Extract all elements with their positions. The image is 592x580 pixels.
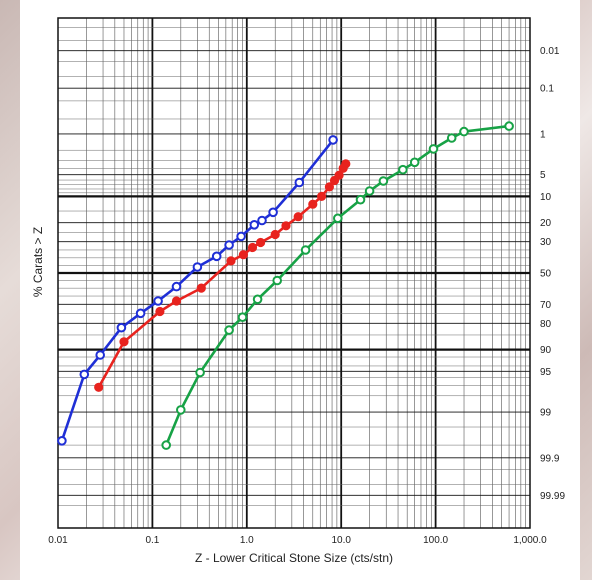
- data-point: [236, 231, 246, 242]
- data-point: [247, 242, 258, 253]
- data-point: [94, 382, 104, 392]
- data-point: [308, 199, 318, 209]
- x-tick-label: 0.01: [48, 535, 68, 546]
- chart-card: 0.01 0.1 1.0 10.0 100.0 1,000.0 0.01 0.1 1 5 10 20…: [20, 0, 580, 580]
- data-point: [224, 325, 234, 335]
- data-point: [153, 296, 163, 306]
- data-point: [293, 212, 303, 222]
- data-point: [364, 186, 375, 196]
- data-point: [176, 405, 186, 415]
- y-tick-label: 99.9: [540, 453, 560, 464]
- grid: [58, 18, 530, 528]
- data-point: [398, 164, 408, 175]
- y-tick-label: 0.1: [540, 84, 554, 95]
- chart: 0.01 0.1 1.0 10.0 100.0 1,000.0 0.01 0.1 1 5 10 20…: [31, 17, 565, 565]
- data-point: [57, 436, 67, 446]
- data-point: [317, 191, 327, 201]
- data-point: [249, 220, 260, 230]
- data-point: [300, 245, 311, 255]
- data-point: [281, 221, 291, 231]
- x-axis-title: Z - Lower Critical Stone Size (cts/stn): [195, 551, 393, 565]
- y-tick-label: 99.99: [540, 491, 565, 502]
- data-point: [257, 215, 267, 226]
- data-point: [446, 133, 457, 143]
- data-point: [333, 213, 343, 224]
- x-ticks: 0.01 0.1 1.0 10.0 100.0 1,000.0: [48, 535, 547, 546]
- data-point: [272, 275, 283, 286]
- data-point: [459, 126, 469, 137]
- y-tick-label: 80: [540, 319, 552, 330]
- y-tick-label: 5: [540, 170, 546, 181]
- data-point: [378, 176, 389, 186]
- series-line: [60, 139, 335, 442]
- data-point: [237, 312, 248, 323]
- data-point: [116, 322, 127, 333]
- data-point: [226, 256, 236, 266]
- y-tick-label: 1: [540, 129, 546, 140]
- series: [57, 121, 514, 450]
- plot-border: [57, 17, 531, 529]
- data-point: [328, 135, 338, 145]
- data-point: [268, 207, 278, 218]
- data-point: [135, 308, 146, 319]
- data-point: [211, 251, 222, 262]
- data-point: [161, 440, 171, 450]
- data-point: [341, 159, 351, 169]
- x-tick-label: 1.0: [240, 535, 254, 546]
- data-point: [428, 144, 439, 154]
- y-tick-label: 30: [540, 237, 552, 248]
- y-tick-label: 20: [540, 218, 552, 229]
- data-point: [238, 250, 248, 260]
- data-point: [256, 237, 266, 248]
- y-tick-label: 99: [540, 408, 552, 419]
- data-point: [95, 350, 105, 360]
- y-tick-label: 10: [540, 192, 552, 203]
- data-point: [79, 369, 90, 380]
- data-point: [334, 170, 344, 180]
- data-point: [409, 157, 420, 168]
- data-point: [119, 337, 129, 347]
- y-ticks: 0.01 0.1 1 5 10 20 30 50 70 80 90 95 99 99.9 99.99: [540, 46, 565, 502]
- data-point: [155, 306, 165, 317]
- x-tick-label: 100.0: [423, 535, 448, 546]
- data-point: [171, 281, 182, 292]
- data-point: [504, 121, 514, 131]
- data-point: [224, 240, 234, 250]
- data-point: [171, 296, 182, 306]
- data-point: [294, 177, 305, 188]
- y-tick-label: 50: [540, 269, 552, 280]
- data-point: [270, 229, 280, 240]
- y-axis-title: % Carats > Z: [31, 227, 45, 297]
- x-tick-label: 0.1: [145, 535, 159, 546]
- x-tick-label: 10.0: [331, 535, 351, 546]
- data-point: [252, 294, 263, 305]
- data-point: [196, 283, 206, 293]
- y-tick-label: 0.01: [540, 46, 560, 57]
- y-tick-label: 90: [540, 345, 552, 356]
- y-tick-label: 70: [540, 300, 552, 311]
- data-point: [195, 367, 205, 378]
- y-tick-label: 95: [540, 367, 552, 378]
- x-tick-label: 1,000.0: [513, 535, 547, 546]
- data-point: [355, 194, 366, 205]
- data-point: [192, 262, 203, 272]
- data-point: [324, 182, 334, 192]
